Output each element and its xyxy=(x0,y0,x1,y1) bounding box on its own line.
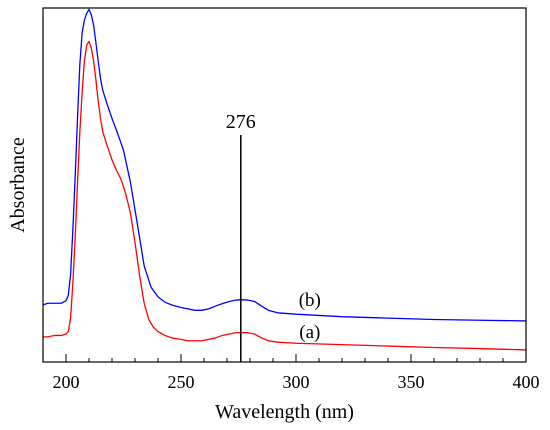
x-axis-ticks: 200 250 300 350 400 xyxy=(42,354,540,392)
x-axis-title: Wavelength (nm) xyxy=(215,401,354,423)
x-tick-label: 350 xyxy=(398,372,425,392)
series-label-a: (a) xyxy=(299,322,320,343)
series-line-a xyxy=(43,40,527,351)
plot-content xyxy=(42,8,527,351)
annotation-label: 276 xyxy=(226,111,256,133)
x-tick-label: 400 xyxy=(513,372,540,392)
x-tick-label: 300 xyxy=(283,372,310,392)
y-axis-title: Absorbance xyxy=(7,137,29,233)
series-label-b: (b) xyxy=(299,290,321,311)
series-line-b xyxy=(42,8,527,322)
x-tick-label: 250 xyxy=(168,372,195,392)
plot-frame xyxy=(42,7,527,363)
x-tick-label: 200 xyxy=(53,372,80,392)
